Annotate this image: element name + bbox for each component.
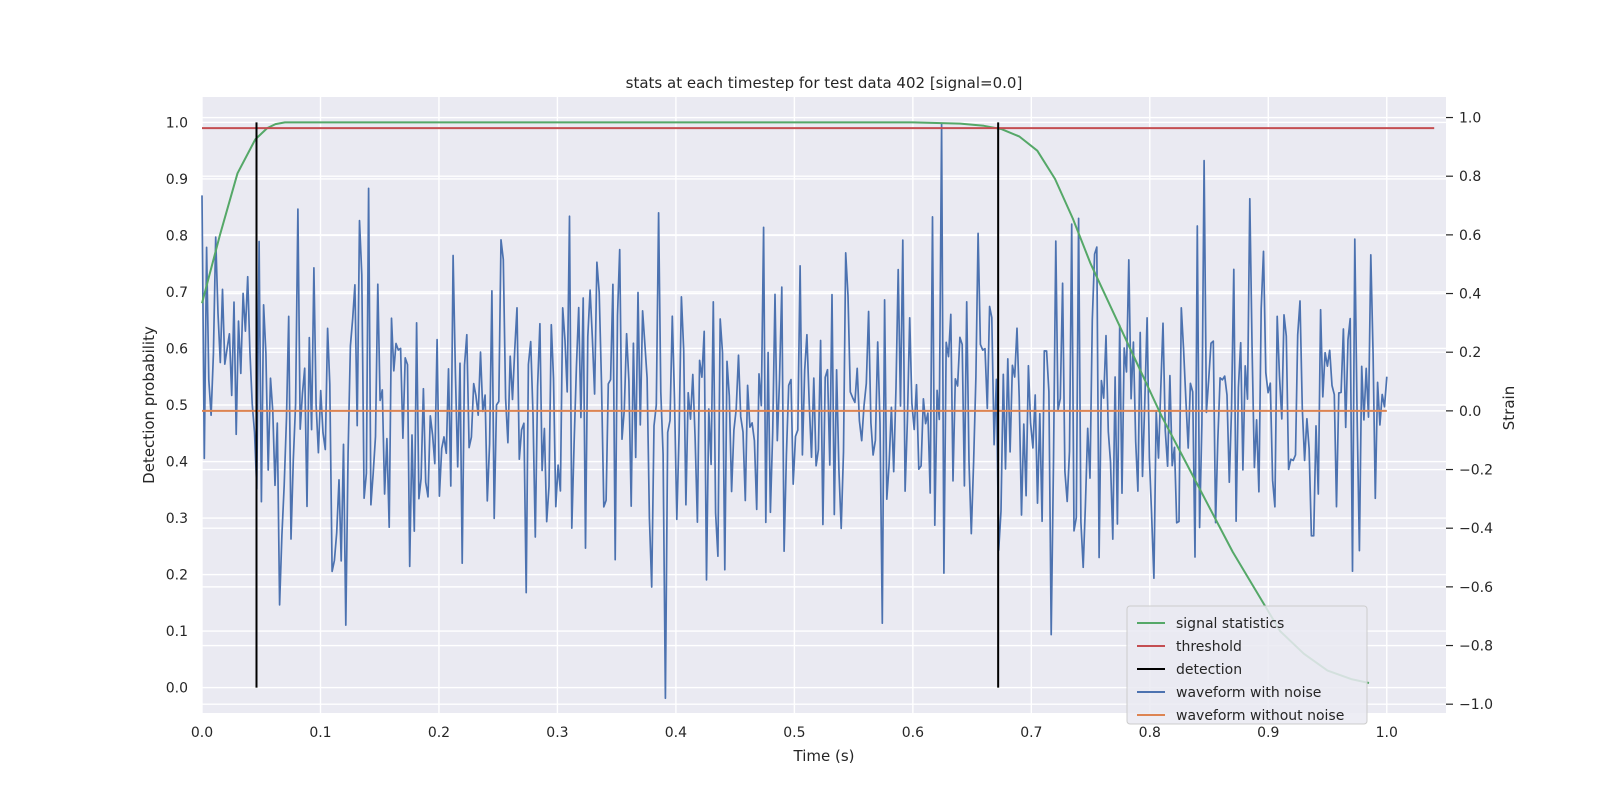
y2-tick-label: 0.8 [1459, 169, 1481, 185]
x-tick-label: 0.3 [546, 725, 568, 741]
y2-tick-label: −1.0 [1459, 697, 1493, 713]
plot-lines [201, 121, 1435, 700]
y-axis-label: Detection probability [140, 326, 158, 484]
y-tick-label: 0.8 [166, 228, 188, 244]
x-tick-label: 0.6 [902, 725, 924, 741]
legend-label: signal statistics [1176, 616, 1284, 632]
legend-label: waveform with noise [1176, 685, 1321, 701]
y2-tick-label: −0.4 [1459, 521, 1493, 537]
y2-tick-label: −0.8 [1459, 639, 1493, 655]
x-tick-label: 0.1 [309, 725, 331, 741]
x-tick-label: 1.0 [1376, 725, 1398, 741]
y2-tick-label: −0.2 [1459, 463, 1493, 479]
y2-tick-label: 0.0 [1459, 404, 1481, 420]
y-tick-label: 0.6 [166, 341, 188, 357]
x-tick-label: 0.8 [1139, 725, 1161, 741]
legend-label: waveform without noise [1176, 708, 1344, 724]
y-tick-label: 0.4 [166, 455, 188, 471]
series-signal-statistics [201, 121, 1370, 684]
legend-box [1126, 605, 1368, 725]
y2-axis-label: Strain [1500, 386, 1518, 430]
x-tick-label: 0.9 [1257, 725, 1279, 741]
series-waveform-with-noise [201, 123, 1388, 700]
y2-tick-label: 0.4 [1459, 287, 1481, 303]
y-tick-label: 1.0 [166, 115, 188, 131]
x-tick-label: 0.5 [783, 725, 805, 741]
legend-label: threshold [1176, 639, 1242, 655]
y2-tick-label: 0.2 [1459, 345, 1481, 361]
legend-label: detection [1176, 662, 1242, 678]
y-tick-label: 0.7 [166, 285, 188, 301]
chart-title: stats at each timestep for test data 402… [626, 74, 1023, 92]
x-tick-label: 0.0 [191, 725, 213, 741]
y-tick-label: 0.1 [166, 624, 188, 640]
y-tick-label: 0.3 [166, 511, 188, 527]
y-tick-label: 0.5 [166, 398, 188, 414]
y2-tick-label: 0.6 [1459, 228, 1481, 244]
legend: signal statistics threshold detection wavef… [1126, 605, 1368, 725]
x-tick-label: 0.2 [428, 725, 450, 741]
y-tick-label: 0.2 [166, 568, 188, 584]
y-tick-label: 0.0 [166, 681, 188, 697]
x-axis-label: Time (s) [793, 747, 855, 765]
y2-tick-label: −0.6 [1459, 580, 1493, 596]
axes: 0.0 0.1 0.2 0.3 0.4 0.5 0.6 0.7 0.8 0.9 1.0 0.0 0.1 0… [166, 111, 1493, 741]
x-tick-label: 0.4 [665, 725, 687, 741]
y2-tick-label: 1.0 [1459, 111, 1481, 127]
x-tick-label: 0.7 [1020, 725, 1042, 741]
y-tick-label: 0.9 [166, 172, 188, 188]
